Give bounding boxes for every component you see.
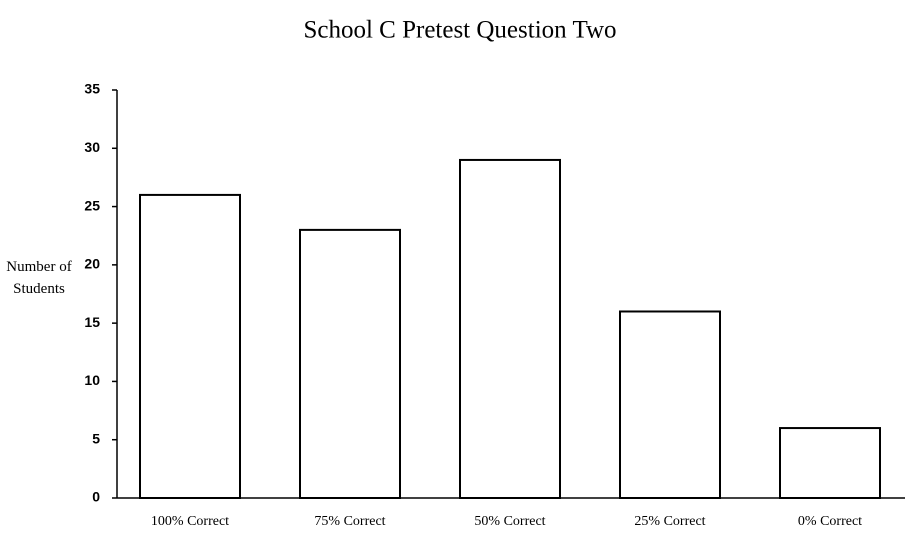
x-tick-label: 50% Correct bbox=[474, 514, 545, 529]
y-axis-label: Number of Students bbox=[6, 259, 72, 297]
x-tick-label: 75% Correct bbox=[314, 514, 385, 529]
y-tick-label: 20 bbox=[84, 256, 100, 272]
bar bbox=[139, 193, 241, 500]
y-tick-label: 10 bbox=[84, 372, 100, 388]
y-tick-label: 0 bbox=[92, 489, 100, 505]
y-tick-label: 15 bbox=[84, 314, 100, 330]
bar bbox=[459, 158, 561, 499]
bar bbox=[619, 310, 721, 499]
chart-title: School C Pretest Question Two bbox=[303, 17, 616, 44]
x-tick-label: 100% Correct bbox=[151, 514, 229, 529]
bar bbox=[779, 427, 881, 499]
y-tick-label: 25 bbox=[84, 197, 100, 213]
bar bbox=[299, 228, 401, 499]
y-tick-label: 35 bbox=[84, 81, 100, 97]
y-tick-label: 5 bbox=[92, 430, 100, 446]
x-tick-label: 25% Correct bbox=[634, 514, 705, 529]
y-tick-label: 30 bbox=[84, 139, 100, 155]
x-tick-label: 0% Correct bbox=[798, 514, 862, 529]
